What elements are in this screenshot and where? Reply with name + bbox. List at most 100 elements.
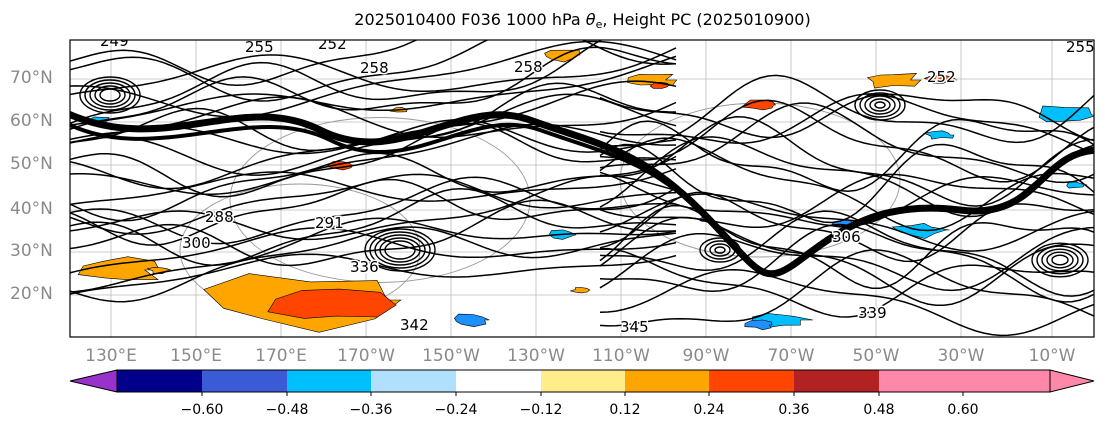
height-contour-line: [70, 227, 677, 274]
closed-height-contour: [1036, 245, 1084, 275]
colorbar-segment: [202, 370, 287, 392]
closed-height-contour: [384, 240, 416, 260]
contour-labels: 255 252 258 258 249 291 288 300 336 342 345 339 306 2…: [99, 32, 1095, 337]
height-contour-line: [70, 199, 677, 267]
height-contour-line: [70, 47, 677, 96]
height-contour-line: [70, 217, 677, 293]
closed-height-contour: [369, 231, 431, 269]
colorbar-tick-label: −0.12: [519, 402, 563, 418]
colorbar-segment: [541, 370, 625, 392]
contour-label: 258: [360, 59, 389, 77]
contour-label: 300: [182, 234, 211, 252]
colorbar-segment: [117, 370, 202, 392]
colorbar-segment: [794, 370, 879, 392]
height-contour-line: [70, 40, 614, 87]
colorbar-tick-label: −0.60: [180, 402, 224, 418]
colorbar-tick-label: 0.48: [863, 402, 895, 418]
longitude-label: 130°E: [85, 346, 137, 366]
colorbar-tick-label: −0.24: [434, 402, 478, 418]
colorbar-segment: [879, 370, 963, 392]
colorbar-segment: [625, 370, 709, 392]
height-contour-line: [599, 226, 1094, 292]
closed-height-contour: [379, 237, 421, 263]
contour-label: 291: [315, 214, 344, 232]
map-title: 2025010400 F036 1000 hPa θe, Height PC (…: [354, 10, 811, 31]
latitude-label: 60°N: [10, 111, 53, 131]
jet-contour-band: [70, 110, 1094, 278]
height-contour-line: [70, 122, 677, 198]
longitude-label: 150°W: [422, 346, 480, 366]
colorbar-segment: [963, 370, 1050, 392]
height-contour-line: [599, 118, 1094, 193]
height-contour-line: [70, 226, 677, 303]
closed-height-contour: [874, 101, 886, 109]
longitude-label: 10°W: [1028, 346, 1076, 366]
theta-e-anomaly-patch: [569, 287, 591, 294]
height-contour-line: [70, 55, 677, 126]
height-contour-line: [599, 93, 1094, 142]
closed-height-contour: [84, 79, 136, 111]
longitude-label: 130°W: [507, 346, 565, 366]
theta-e-anomaly-patch: [1038, 105, 1094, 123]
longitude-label: 50°W: [852, 346, 900, 366]
longitude-label: 30°W: [937, 346, 985, 366]
height-contour-line: [599, 74, 1094, 148]
longitude-label: 90°W: [682, 346, 730, 366]
longitude-label: 170°E: [255, 346, 307, 366]
colorbar-tick-label: −0.48: [265, 402, 309, 418]
closed-height-contour: [699, 237, 741, 263]
height-contour-line: [70, 176, 677, 245]
height-contour-line: [599, 102, 1094, 184]
colorbar-tick-label: 0.24: [693, 402, 725, 418]
closed-height-contour: [709, 243, 731, 257]
height-contour-line: [70, 187, 677, 266]
colorbar-segment: [287, 370, 371, 392]
height-contour-line: [599, 216, 1094, 307]
height-contours: [70, 40, 1094, 337]
height-contour-line: [70, 40, 677, 102]
latitude-label: 40°N: [10, 199, 53, 219]
closed-height-contour: [1046, 251, 1074, 269]
height-contour-line: [599, 137, 1094, 232]
closed-height-contour: [1041, 248, 1079, 272]
theta-e-anomaly-patch: [77, 256, 160, 280]
longitude-label: 110°W: [592, 346, 650, 366]
colorbar-tick-label: −0.36: [349, 402, 393, 418]
closed-height-contour: [79, 76, 141, 114]
theta-e-anomaly-patch: [923, 74, 958, 85]
closed-height-contour: [99, 88, 121, 102]
contour-label: 252: [318, 35, 347, 53]
contour-label: 345: [620, 318, 649, 336]
colorbar-segment: [371, 370, 456, 392]
theta-e-anomaly-patch: [866, 73, 922, 89]
height-contour-line: [599, 210, 1094, 303]
colorbar-tick-label: 0.60: [947, 402, 979, 418]
height-contour-line: [70, 46, 677, 131]
latitude-label: 50°N: [10, 154, 53, 174]
closed-height-contour: [869, 98, 891, 112]
theta-e-anomaly-patch: [267, 288, 398, 319]
contour-label: 255: [1066, 38, 1095, 56]
contour-label: 255: [245, 38, 274, 56]
reference-circle: [229, 117, 531, 283]
contour-label: 342: [400, 316, 429, 334]
height-contour-line: [599, 249, 1094, 327]
theta-e-anomaly-patch: [740, 99, 777, 111]
latitude-label: 20°N: [10, 284, 53, 304]
closed-height-contour: [364, 228, 436, 272]
closed-height-contour: [714, 246, 726, 254]
closed-height-contour: [864, 95, 896, 115]
closed-height-contour: [94, 85, 126, 105]
latitude-label: 70°N: [10, 68, 53, 88]
closed-height-contour: [89, 82, 131, 108]
contour-label: 252: [927, 68, 956, 86]
contour-label: 249: [100, 32, 129, 50]
longitude-label: 150°E: [170, 346, 222, 366]
closed-height-contour: [1051, 254, 1069, 266]
colorbar-tick-label: 0.12: [609, 402, 641, 418]
closed-height-contour: [1031, 242, 1089, 278]
height-contour-line: [70, 40, 677, 118]
colorbar-under-arrow: [69, 369, 118, 393]
contour-label: 336: [350, 258, 379, 276]
closed-height-contour: [854, 89, 906, 121]
